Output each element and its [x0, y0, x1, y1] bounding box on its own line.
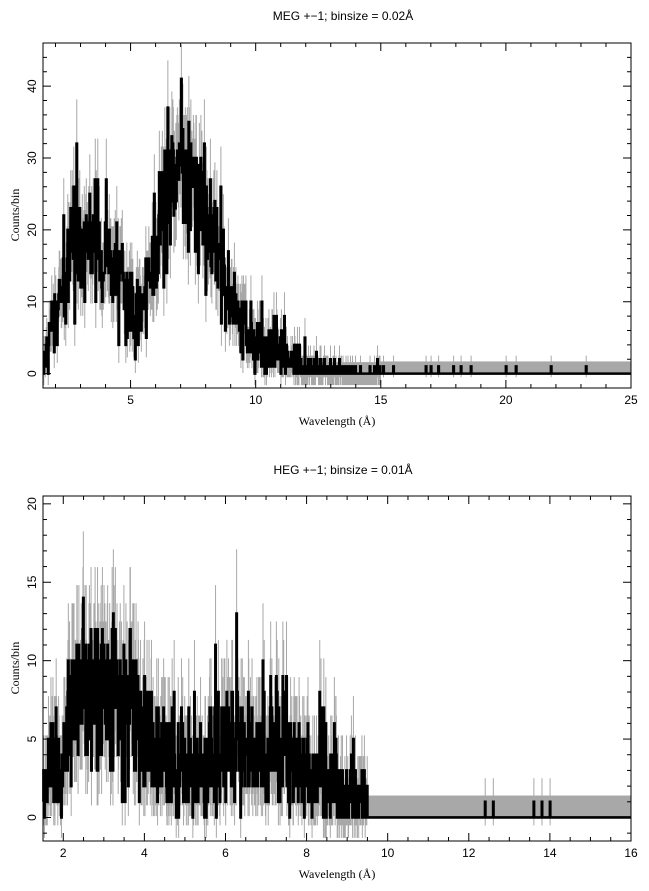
heg-x-tick-label: 12 — [462, 846, 476, 860]
heg-y-tick-label: 10 — [25, 654, 39, 668]
meg-x-tick-label: 15 — [374, 393, 388, 407]
heg-plot-frame — [42, 495, 632, 842]
meg-x-axis-label: Wavelength (Å) — [299, 414, 376, 428]
heg-histogram-line — [42, 596, 631, 819]
meg-x-tick-label: 20 — [499, 393, 513, 407]
heg-x-tick-label: 2 — [60, 846, 67, 860]
meg-y-tick-label: 30 — [25, 151, 39, 165]
heg-title: HEG +−1; binsize = 0.01Å — [273, 462, 412, 477]
meg-x-tick-label: 10 — [249, 393, 263, 407]
heg-x-tick-label: 8 — [303, 846, 310, 860]
meg-panel: MEG +−1; binsize = 0.02Å 5 10 15 20 25 0 10 20 3… — [8, 8, 638, 428]
meg-plot-frame — [42, 42, 632, 389]
heg-error-band — [367, 795, 631, 818]
heg-x-tick-label: 16 — [624, 846, 638, 860]
heg-y-tick-label: 20 — [25, 497, 39, 511]
heg-x-tick-label: 6 — [222, 846, 229, 860]
heg-y-tick-label: 0 — [25, 814, 39, 821]
meg-y-axis-label: Counts/bin — [8, 189, 22, 242]
heg-y-axis-label: Counts/bin — [8, 642, 22, 695]
heg-x-axis-label: Wavelength (Å) — [299, 867, 376, 881]
heg-y-tick-label: 15 — [25, 575, 39, 589]
meg-x-tick-label: 25 — [624, 393, 638, 407]
meg-y-tick-label: 10 — [25, 295, 39, 309]
heg-panel: HEG +−1; binsize = 0.01Å 2 4 6 8 10 12 14 16 0 5 1… — [8, 462, 638, 881]
heg-x-tick-label: 10 — [381, 846, 395, 860]
meg-y-tick-label: 40 — [25, 79, 39, 93]
meg-x-tick-label: 5 — [127, 393, 134, 407]
meg-y-tick-label: 0 — [25, 370, 39, 377]
meg-y-tick-label: 20 — [25, 223, 39, 237]
meg-histogram-line — [42, 77, 631, 375]
heg-x-tick-label: 14 — [543, 846, 557, 860]
heg-x-tick-label: 4 — [141, 846, 148, 860]
meg-title: MEG +−1; binsize = 0.02Å — [273, 8, 413, 23]
heg-y-tick-label: 5 — [25, 735, 39, 742]
